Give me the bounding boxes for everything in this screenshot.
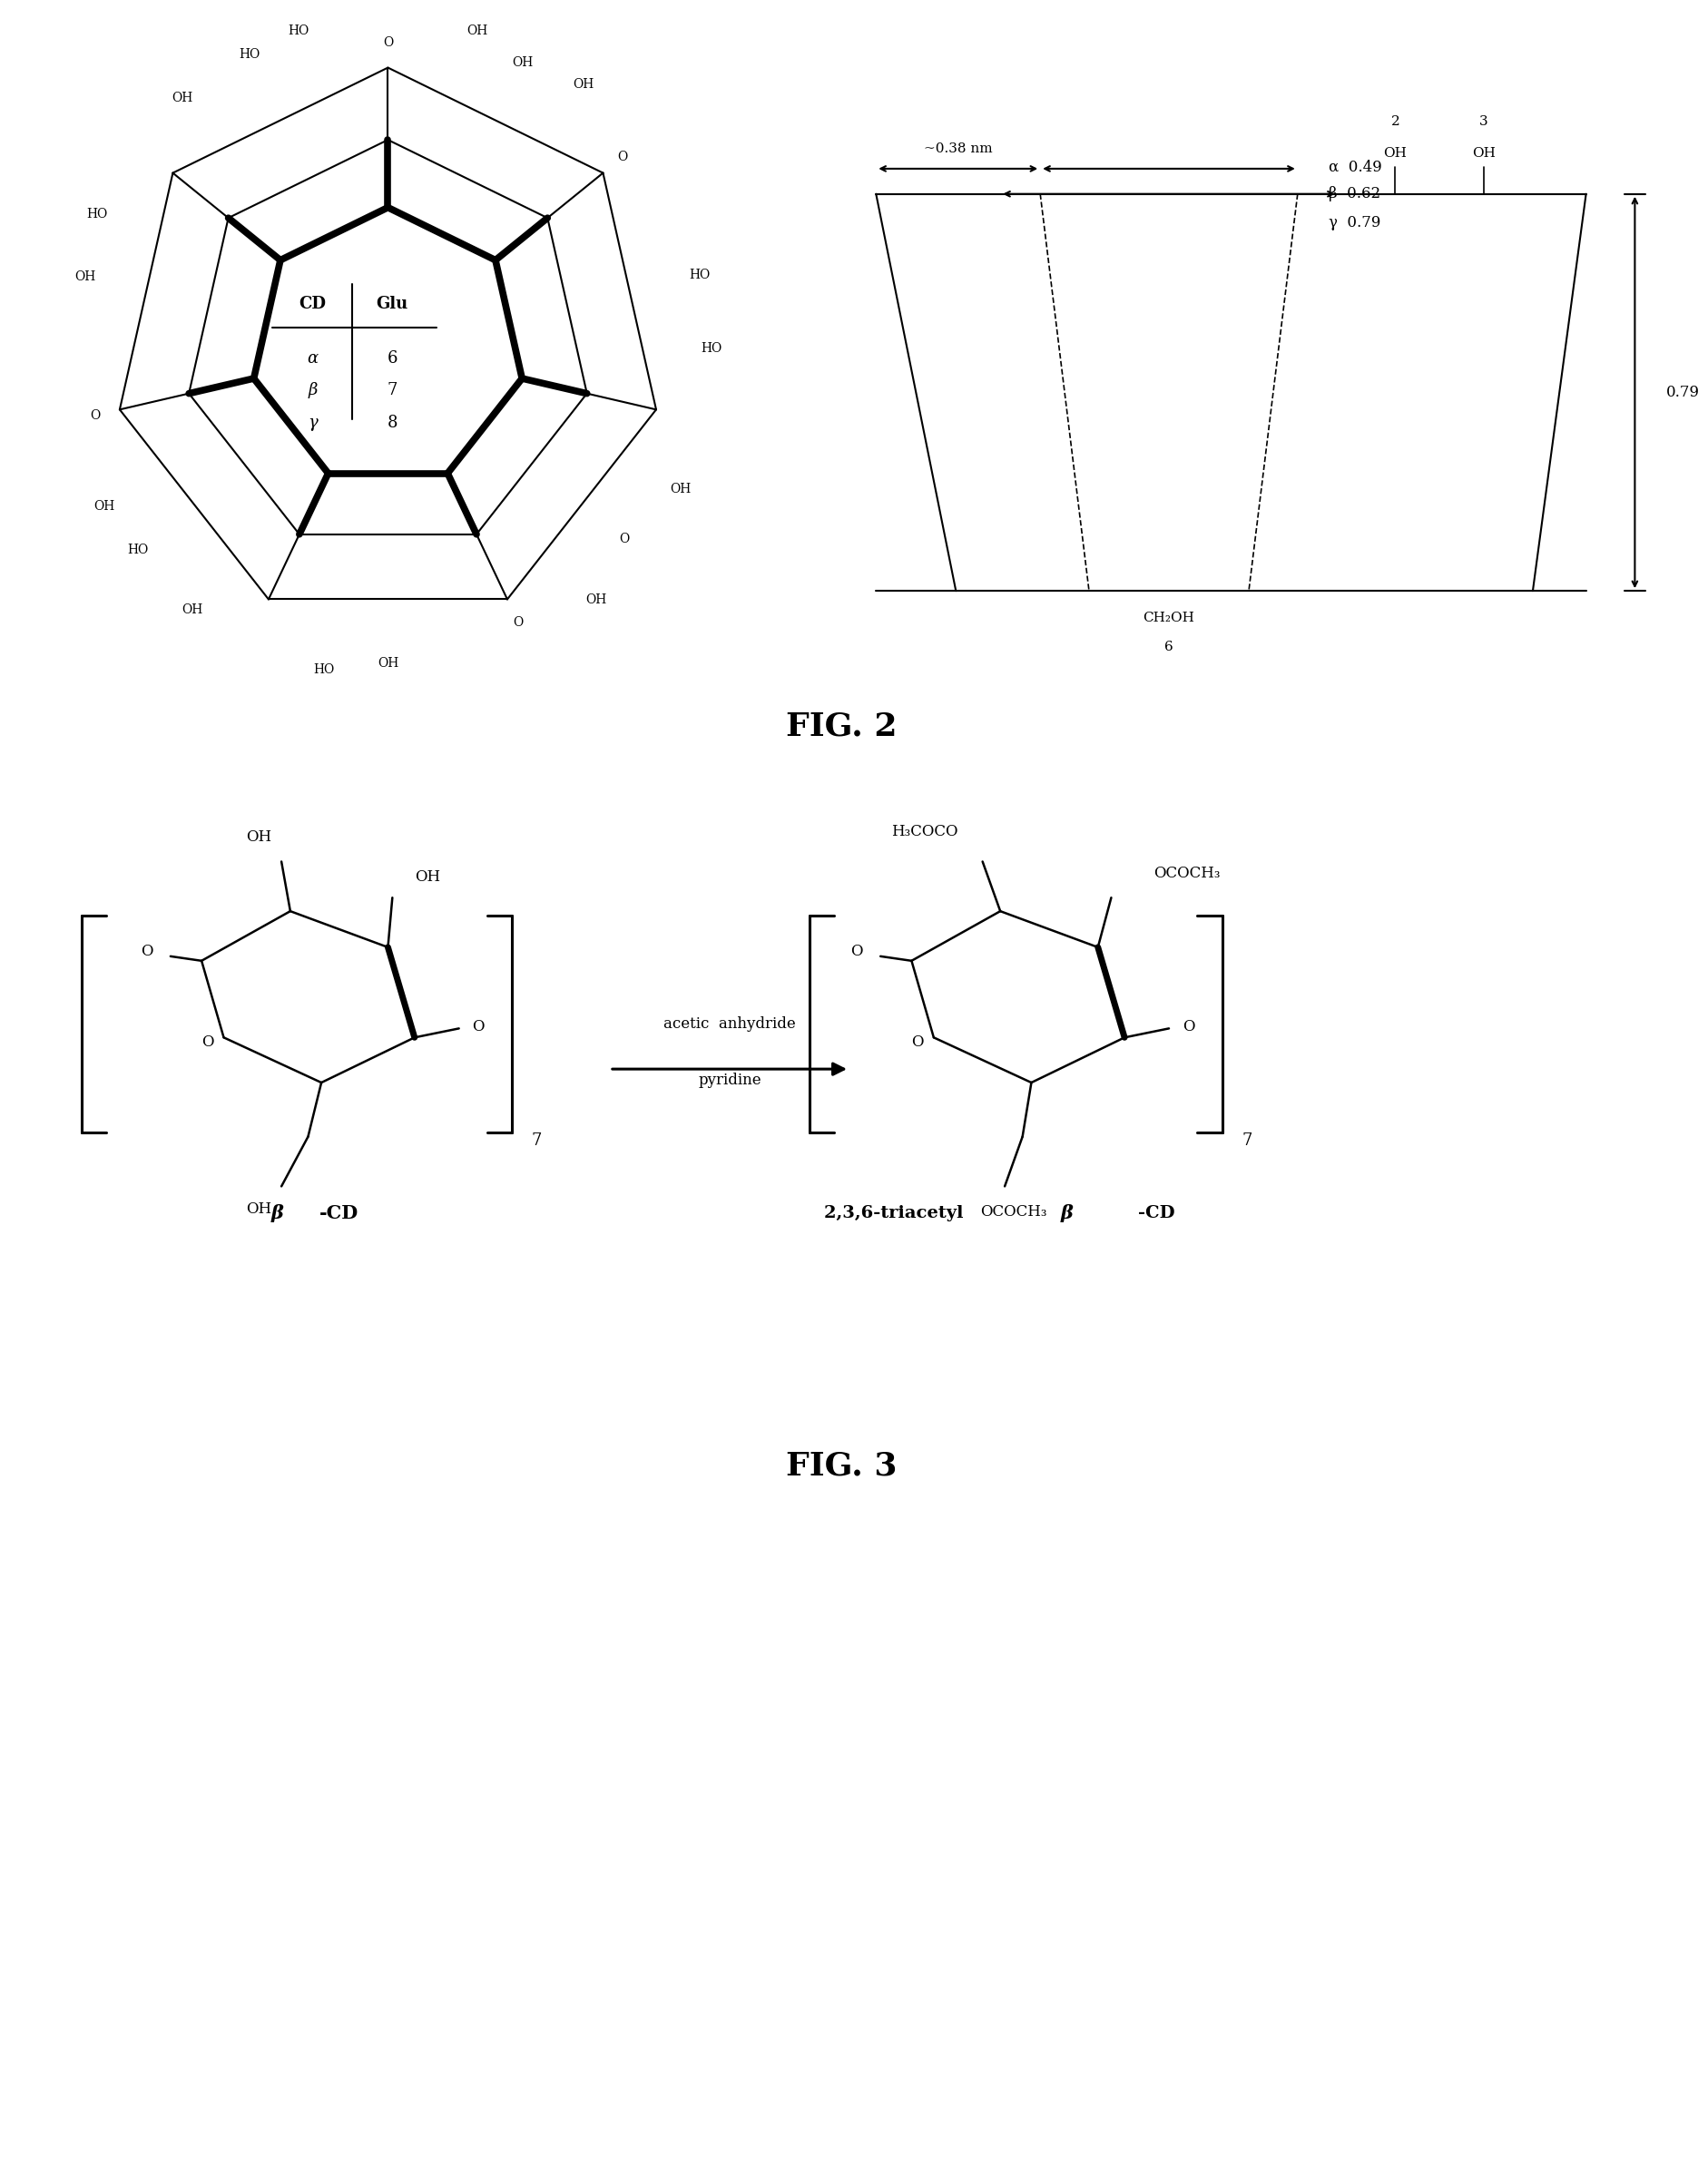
Text: HO: HO [128, 544, 149, 557]
Text: OH: OH [377, 657, 398, 670]
Text: OH: OH [94, 500, 114, 514]
Text: O: O [91, 409, 101, 422]
Text: CD: CD [299, 296, 326, 311]
Text: β: β [270, 1203, 284, 1223]
Text: HO: HO [702, 342, 722, 355]
Text: OH: OH [181, 603, 203, 616]
Text: β: β [1061, 1203, 1073, 1223]
Text: O: O [202, 1034, 214, 1049]
Text: HO: HO [85, 207, 108, 220]
Text: OH: OH [1472, 148, 1496, 159]
Text: acetic  anhydride: acetic anhydride [663, 1016, 796, 1031]
Text: 7: 7 [388, 383, 398, 398]
Text: 2: 2 [1390, 115, 1399, 128]
Text: 7: 7 [531, 1132, 541, 1149]
Text: 2,3,6-triacetyl: 2,3,6-triacetyl [823, 1206, 968, 1221]
Text: O: O [512, 616, 523, 629]
Text: O: O [383, 37, 393, 48]
Text: -CD: -CD [319, 1203, 359, 1223]
Text: -CD: -CD [1138, 1206, 1175, 1221]
Text: 0.79: 0.79 [1665, 385, 1699, 400]
Text: OH: OH [75, 270, 96, 283]
Text: HO: HO [239, 48, 260, 61]
Text: α: α [307, 350, 318, 366]
Text: α  0.49: α 0.49 [1329, 159, 1382, 174]
Text: O: O [140, 944, 152, 960]
Text: 3: 3 [1479, 115, 1488, 128]
Text: ~0.38 nm: ~0.38 nm [924, 141, 992, 154]
Text: OH: OH [512, 57, 533, 70]
Text: HO: HO [313, 664, 335, 677]
Text: Glu: Glu [376, 296, 408, 311]
Text: FIG. 3: FIG. 3 [786, 1451, 897, 1482]
Text: OCOCH₃: OCOCH₃ [980, 1203, 1047, 1219]
Text: 7: 7 [1242, 1132, 1252, 1149]
Text: O: O [618, 533, 629, 544]
Text: H₃COCO: H₃COCO [892, 825, 958, 840]
Text: 6: 6 [1165, 640, 1173, 653]
Text: OH: OH [466, 24, 488, 37]
Text: CH₂OH: CH₂OH [1143, 611, 1194, 625]
Text: 8: 8 [388, 416, 398, 431]
Text: OH: OH [670, 483, 692, 496]
Text: β: β [307, 383, 318, 398]
Text: OH: OH [246, 829, 272, 844]
Text: HO: HO [289, 24, 309, 37]
Text: OH: OH [1383, 148, 1407, 159]
Text: O: O [912, 1034, 924, 1049]
Text: O: O [473, 1018, 485, 1034]
Text: O: O [617, 150, 627, 163]
Text: O: O [851, 944, 863, 960]
Text: O: O [1182, 1018, 1194, 1034]
Text: OH: OH [572, 78, 594, 91]
Text: FIG. 2: FIG. 2 [786, 712, 897, 742]
Text: OH: OH [246, 1201, 272, 1216]
Text: OH: OH [415, 868, 441, 886]
Text: β  0.62: β 0.62 [1329, 187, 1380, 202]
Text: OH: OH [586, 594, 606, 605]
Text: OH: OH [173, 91, 193, 104]
Text: OCOCH₃: OCOCH₃ [1153, 866, 1220, 881]
Text: HO: HO [688, 268, 711, 281]
Text: pyridine: pyridine [699, 1073, 762, 1088]
Text: γ: γ [307, 416, 318, 431]
Text: 6: 6 [388, 350, 398, 366]
Text: γ  0.79: γ 0.79 [1329, 215, 1380, 231]
